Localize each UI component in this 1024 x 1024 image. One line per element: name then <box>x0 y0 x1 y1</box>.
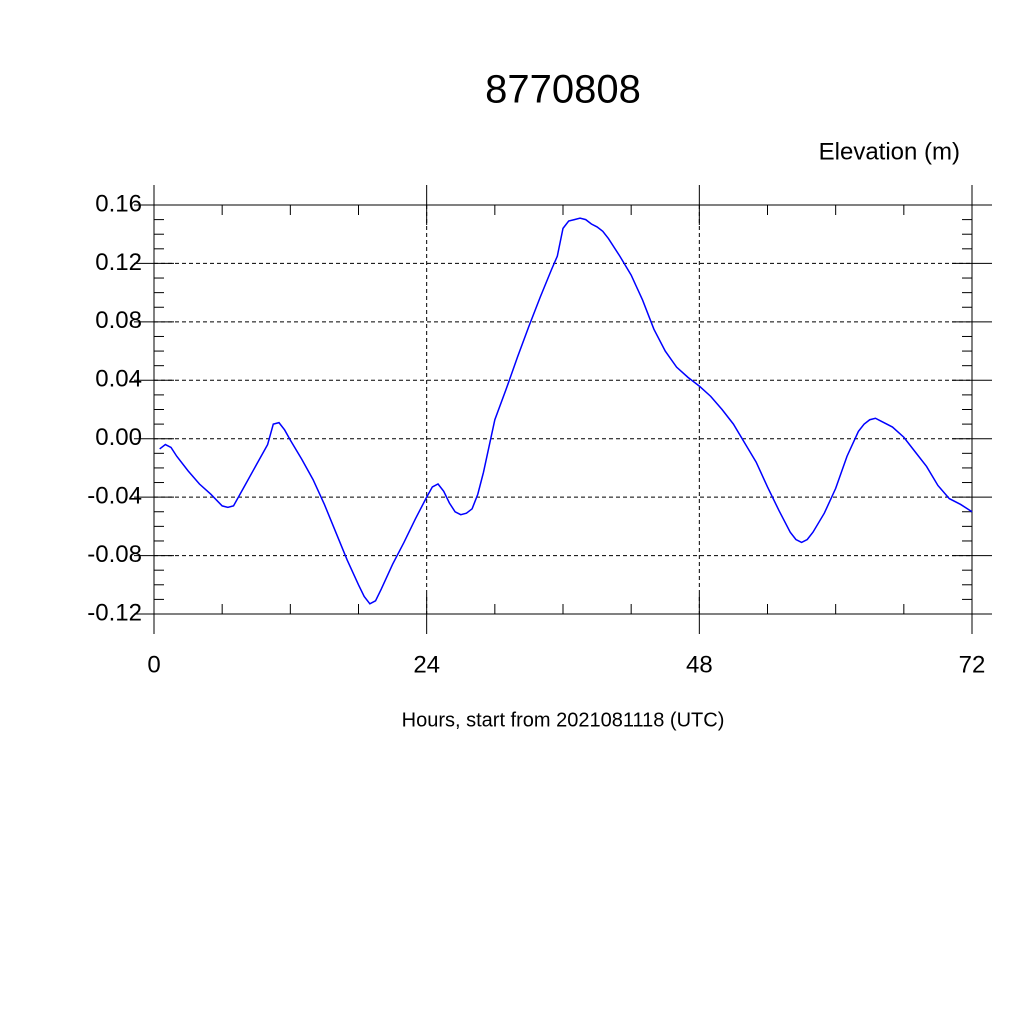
y-tick-label: 0.04 <box>95 366 142 393</box>
plot-frame <box>153 204 973 615</box>
x-tick-label: 0 <box>147 651 160 678</box>
y-tick-label: -0.12 <box>87 599 142 626</box>
y-tick-label: -0.08 <box>87 541 142 568</box>
data-line <box>159 217 973 605</box>
x-tick-label: 24 <box>413 651 440 678</box>
y-axis-label: Elevation (m) <box>819 138 960 165</box>
y-tick-label: 0.08 <box>95 307 142 334</box>
y-tick-label: 0.00 <box>95 424 142 451</box>
y-tick-label: -0.04 <box>87 482 142 509</box>
y-tick-label: 0.16 <box>95 190 142 217</box>
y-tick-label: 0.12 <box>95 249 142 276</box>
x-tick-label: 72 <box>959 651 986 678</box>
chart-title: 8770808 <box>485 68 641 112</box>
x-tick-label: 48 <box>686 651 713 678</box>
x-axis-label: Hours, start from 2021081118 (UTC) <box>402 709 725 731</box>
